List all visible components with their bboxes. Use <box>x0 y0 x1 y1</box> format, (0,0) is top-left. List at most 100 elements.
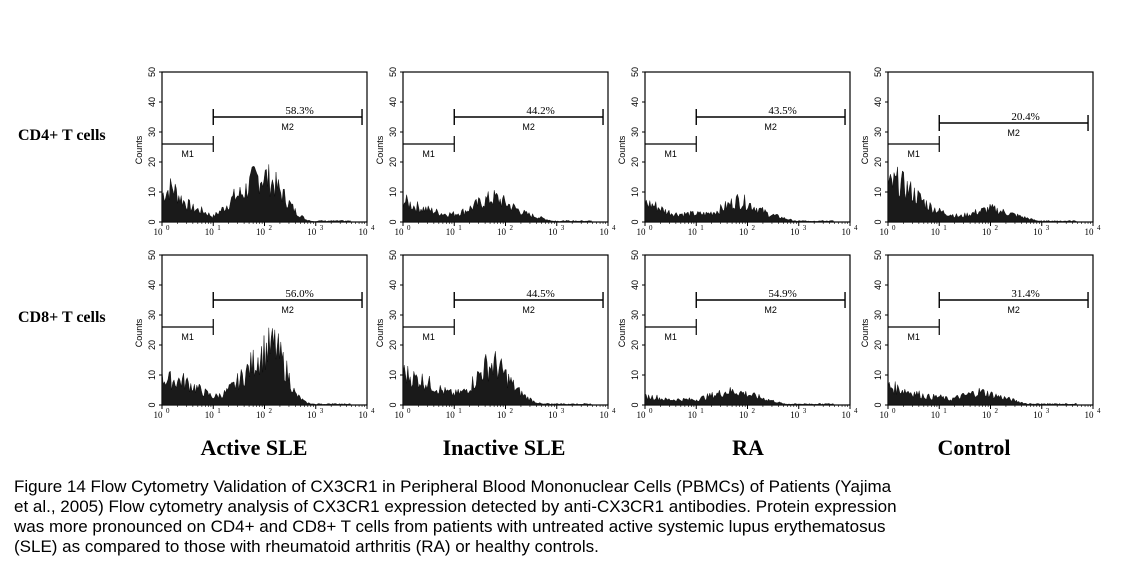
panel-frame <box>644 254 851 406</box>
y-tick-label: 20 <box>630 157 640 167</box>
x-tick-label: 10 <box>359 227 369 237</box>
row-labels: CD4+ T cells CD8+ T cells <box>18 127 106 326</box>
x-tick-exponent: 3 <box>561 407 565 415</box>
y-tick-label: 30 <box>147 127 157 137</box>
m2-percent-label: 44.5% <box>526 288 554 300</box>
y-axis-label: Counts <box>134 318 144 347</box>
y-tick-label: 50 <box>873 67 883 77</box>
x-tick-exponent: 0 <box>892 407 896 415</box>
x-tick-exponent: 1 <box>943 224 947 232</box>
y-tick-label: 20 <box>873 340 883 350</box>
x-tick-label: 10 <box>688 227 698 237</box>
y-tick-label: 30 <box>388 127 398 137</box>
m1-label: M1 <box>422 332 435 342</box>
y-tick-label: 0 <box>147 219 157 224</box>
x-tick-exponent: 0 <box>407 407 411 415</box>
m2-label: M2 <box>281 305 294 315</box>
y-tick-label: 40 <box>873 280 883 290</box>
x-tick-exponent: 4 <box>371 224 375 232</box>
x-tick-label: 10 <box>880 227 890 237</box>
y-tick-label: 40 <box>630 280 640 290</box>
y-tick-label: 30 <box>630 127 640 137</box>
histogram-area <box>644 193 834 223</box>
x-tick-label: 10 <box>637 227 647 237</box>
column-label: Control <box>938 435 1011 460</box>
x-tick-label: 10 <box>205 410 215 420</box>
x-tick-label: 10 <box>446 227 456 237</box>
x-tick-label: 10 <box>256 227 266 237</box>
x-tick-label: 10 <box>307 227 317 237</box>
y-tick-label: 50 <box>388 67 398 77</box>
x-tick-label: 10 <box>548 227 558 237</box>
x-tick-label: 10 <box>790 410 800 420</box>
y-tick-label: 10 <box>147 187 157 197</box>
x-tick-exponent: 1 <box>700 407 704 415</box>
x-tick-label: 10 <box>446 410 456 420</box>
x-tick-label: 10 <box>205 227 215 237</box>
x-tick-exponent: 4 <box>854 224 858 232</box>
y-tick-label: 20 <box>873 157 883 167</box>
x-tick-label: 10 <box>842 227 852 237</box>
x-tick-exponent: 0 <box>892 224 896 232</box>
x-tick-label: 10 <box>1085 410 1095 420</box>
x-tick-exponent: 3 <box>1046 407 1050 415</box>
y-axis-label: Counts <box>134 135 144 164</box>
y-tick-label: 50 <box>630 67 640 77</box>
x-tick-exponent: 3 <box>803 407 807 415</box>
m2-label: M2 <box>764 305 777 315</box>
y-tick-label: 30 <box>147 310 157 320</box>
x-tick-exponent: 3 <box>320 407 324 415</box>
figure-caption: Figure 14 Flow Cytometry Validation of C… <box>14 477 1114 557</box>
m2-label: M2 <box>522 305 535 315</box>
y-tick-label: 0 <box>630 402 640 407</box>
x-tick-exponent: 3 <box>561 224 565 232</box>
y-tick-label: 40 <box>147 97 157 107</box>
x-tick-exponent: 2 <box>510 407 514 415</box>
column-label: Inactive SLE <box>443 435 566 460</box>
x-tick-exponent: 2 <box>510 224 514 232</box>
y-tick-label: 0 <box>147 402 157 407</box>
m1-label: M1 <box>181 149 194 159</box>
m1-label: M1 <box>907 332 920 342</box>
x-tick-label: 10 <box>497 227 507 237</box>
x-tick-label: 10 <box>154 227 164 237</box>
y-tick-label: 40 <box>147 280 157 290</box>
caption-line: (SLE) as compared to those with rheumato… <box>14 537 599 556</box>
y-tick-label: 30 <box>873 127 883 137</box>
x-tick-label: 10 <box>497 410 507 420</box>
m1-label: M1 <box>422 149 435 159</box>
x-tick-exponent: 1 <box>700 224 704 232</box>
x-tick-exponent: 0 <box>407 224 411 232</box>
m2-label: M2 <box>522 122 535 132</box>
x-tick-exponent: 4 <box>1097 407 1101 415</box>
y-tick-label: 40 <box>388 97 398 107</box>
column-labels: Active SLE Inactive SLE RA Control <box>201 435 1011 460</box>
y-tick-label: 10 <box>388 187 398 197</box>
x-tick-exponent: 3 <box>320 224 324 232</box>
y-tick-label: 10 <box>873 370 883 380</box>
x-tick-exponent: 4 <box>612 224 616 232</box>
x-tick-label: 10 <box>395 410 405 420</box>
x-tick-label: 10 <box>982 227 992 237</box>
y-axis-label: Counts <box>860 318 870 347</box>
x-tick-label: 10 <box>600 410 610 420</box>
y-tick-label: 10 <box>630 187 640 197</box>
y-tick-label: 0 <box>873 219 883 224</box>
y-tick-label: 20 <box>147 157 157 167</box>
y-tick-label: 50 <box>630 250 640 260</box>
caption-line: et al., 2005) Flow cytometry analysis of… <box>14 497 897 516</box>
m1-label: M1 <box>664 149 677 159</box>
x-tick-label: 10 <box>739 410 749 420</box>
x-tick-label: 10 <box>1033 227 1043 237</box>
y-tick-label: 0 <box>630 219 640 224</box>
y-tick-label: 40 <box>630 97 640 107</box>
m2-percent-label: 54.9% <box>768 288 796 300</box>
y-tick-label: 20 <box>147 340 157 350</box>
y-tick-label: 50 <box>147 67 157 77</box>
